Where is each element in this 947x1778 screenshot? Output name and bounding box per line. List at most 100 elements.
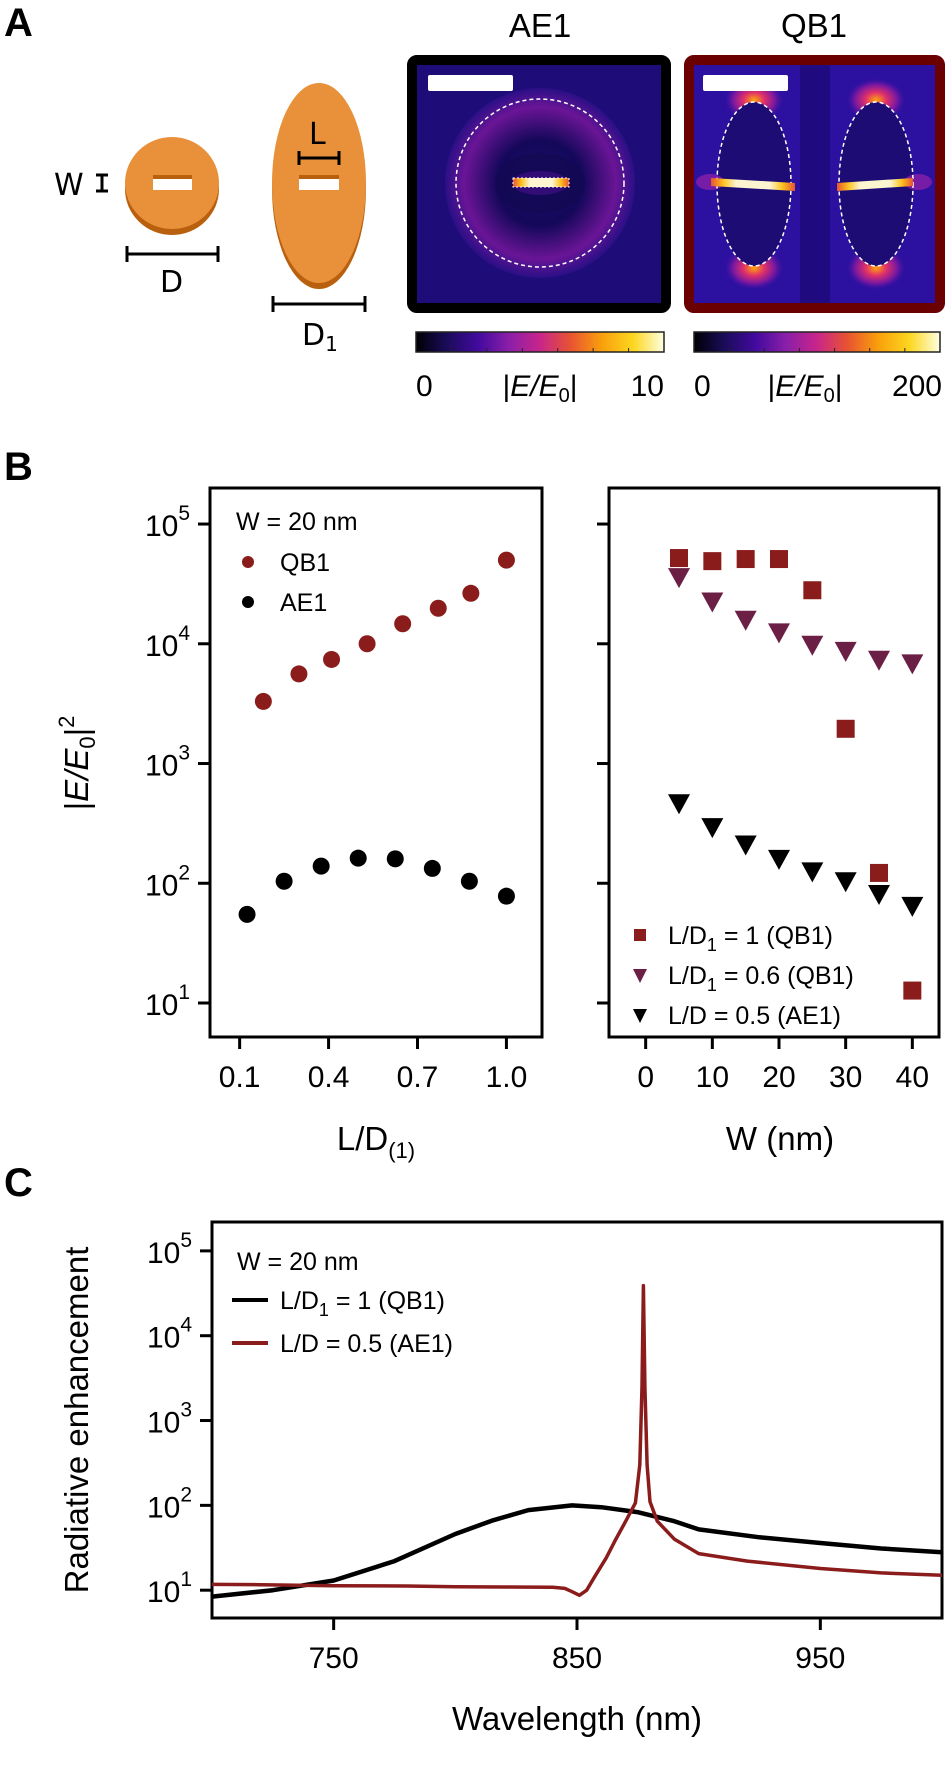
data-point (868, 884, 890, 905)
data-point (394, 615, 412, 633)
legend-marker (634, 929, 646, 941)
series (670, 549, 922, 1000)
data-point (836, 719, 855, 738)
data-point (670, 549, 688, 568)
l-dimension-bar (297, 151, 341, 165)
x-tick-label: 1.0 (486, 1061, 528, 1094)
y-tick-label: 104 (145, 622, 190, 663)
b-right-x-axis-label: W (nm) (726, 1120, 834, 1157)
y-tick-label: 104 (147, 1314, 192, 1355)
data-point (254, 692, 272, 710)
slot (153, 179, 192, 190)
x-tick-label: 0.4 (308, 1061, 350, 1094)
hot-spot (837, 178, 913, 191)
colorbar-max: 10 (631, 370, 664, 403)
legend-title: W = 20 nm (236, 508, 358, 536)
y-tick-label: 103 (145, 742, 190, 783)
data-point (734, 835, 757, 856)
data-point (703, 552, 722, 571)
d1-dimension-bar (271, 296, 367, 312)
y-tick-label: 105 (145, 502, 190, 543)
series-line (212, 1283, 942, 1598)
c-x-axis-label: Wavelength (nm) (452, 1700, 702, 1737)
series-line (212, 1503, 942, 1599)
plot-frame (607, 486, 941, 1039)
data-point (497, 551, 515, 569)
data-point (834, 872, 857, 893)
data-point (290, 665, 308, 683)
colorbar-label: |E/E0| (767, 370, 842, 407)
hot-spot (512, 177, 570, 188)
x-tick-label: 850 (552, 1642, 602, 1675)
chart-field-vs-length: 0.1 0.4 0.7 1.0 101 102 103 104 105 W = 20 nm QB1 A… (145, 486, 544, 1094)
data-point (668, 794, 690, 815)
data-point (768, 623, 790, 644)
colorbar-label: |E/E0| (502, 370, 577, 407)
data-point (901, 896, 924, 917)
data-point (801, 635, 824, 656)
x-tick-label: 40 (896, 1061, 929, 1094)
b-left-x-axis-label: L/D(1) (337, 1120, 415, 1163)
legend-label: L/D1 = 1 (QB1) (668, 922, 833, 955)
legend-marker (242, 556, 254, 568)
data-point (423, 859, 441, 877)
colorbar-min: 0 (694, 370, 711, 403)
data-point (701, 818, 724, 839)
map-title: QB1 (781, 7, 847, 44)
data-point (801, 862, 824, 883)
ae1-field-map: AE1 (407, 7, 671, 313)
w-label: W (54, 168, 84, 203)
disk-outline (455, 98, 625, 268)
colorbar-gradient (415, 331, 665, 353)
x-tick-label: 30 (829, 1061, 862, 1094)
x-tick-label: 0.7 (397, 1061, 439, 1094)
data-point (358, 635, 376, 653)
legend-title: W = 20 nm (237, 1248, 359, 1276)
map-frame (407, 55, 671, 313)
slot-wall (153, 175, 192, 179)
panel-label-a: A (4, 1, 33, 45)
plot-frame (208, 486, 544, 1039)
series-AE1 (238, 849, 515, 923)
data-point (312, 857, 330, 875)
x-tick-label: 20 (762, 1061, 795, 1094)
slot-wall (299, 175, 339, 179)
data-point (736, 550, 755, 569)
l-label: L (309, 117, 326, 152)
d-label: D (160, 265, 183, 300)
colorbar-max: 200 (892, 370, 942, 403)
map-frame (684, 55, 945, 313)
y-tick-label: 101 (145, 981, 190, 1022)
d1-label: D1 (302, 318, 338, 356)
qb1-field-map: QB1 (684, 7, 945, 313)
slot (299, 179, 339, 190)
data-point (903, 981, 922, 1000)
y-tick-label: 105 (147, 1229, 192, 1270)
x-tick-label: 0 (637, 1061, 654, 1094)
data-point (901, 654, 924, 675)
x-tick-label: 950 (795, 1642, 845, 1675)
d-dimension-bar (125, 246, 220, 262)
data-point (386, 850, 404, 868)
legend-marker (633, 1009, 647, 1023)
panel-label-b: B (4, 445, 33, 489)
data-point (275, 872, 293, 890)
panel-label-c: C (4, 1161, 33, 1205)
series (668, 794, 924, 917)
series-QB1 (254, 551, 515, 710)
scale-bar (428, 75, 513, 91)
legend-label: AE1 (280, 589, 327, 617)
x-tick-label: 0.1 (219, 1061, 261, 1094)
data-point (460, 872, 478, 890)
chart-radiative-enhancement: 750 850 950 101 102 103 104 105 W = 20 nm L/D1 = … (147, 1220, 944, 1675)
x-tick-label: 10 (696, 1061, 729, 1094)
legend-label: QB1 (280, 549, 330, 577)
legend-marker (242, 596, 254, 608)
scale-bar (703, 75, 788, 91)
data-point (668, 568, 690, 589)
data-point (870, 863, 888, 882)
legend-label: L/D1 = 0.6 (QB1) (668, 962, 854, 995)
data-point (349, 849, 367, 867)
y-tick-label: 102 (145, 861, 190, 902)
